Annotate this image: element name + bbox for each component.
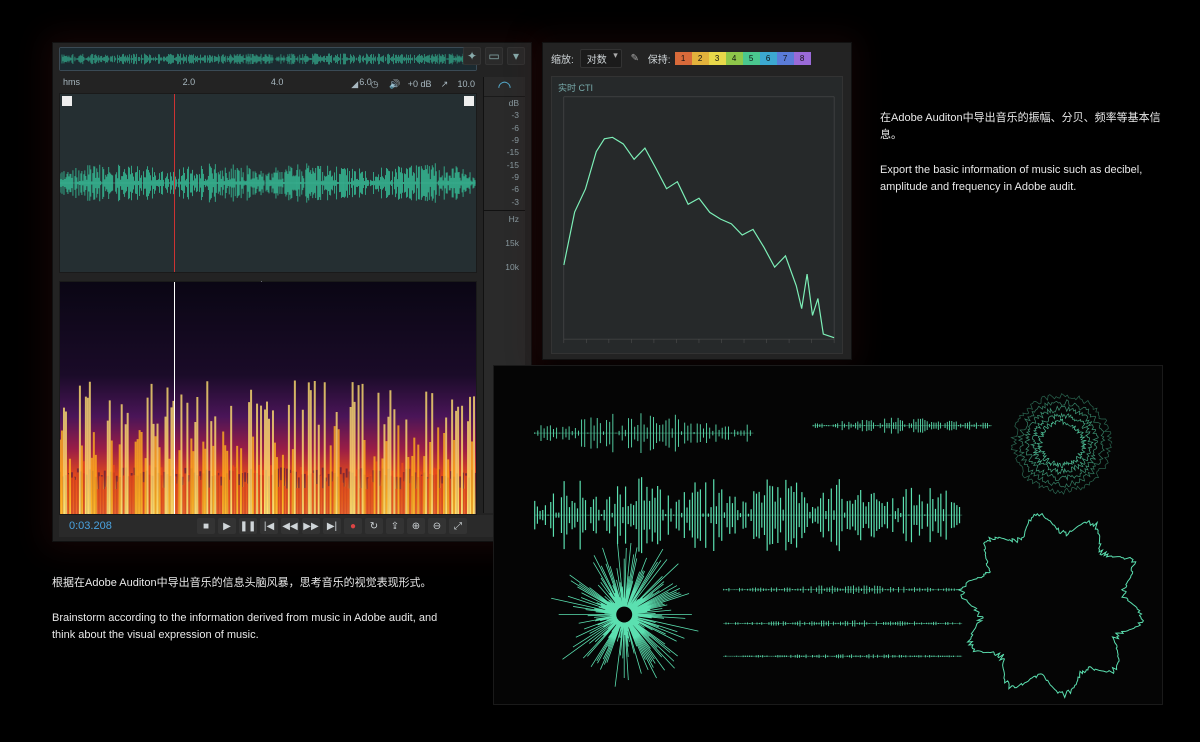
- brainstorm-board: [493, 365, 1163, 705]
- db-label: -6: [484, 122, 525, 134]
- channel-chip[interactable]: 6: [760, 52, 777, 65]
- db-label: -15: [484, 159, 525, 171]
- rewind-button[interactable]: ◀◀: [281, 518, 299, 534]
- db-readout: +0 dB: [408, 79, 432, 89]
- channel-chip[interactable]: 3: [709, 52, 726, 65]
- channel-chip[interactable]: 5: [743, 52, 760, 65]
- freq-svg: [552, 77, 842, 353]
- hz-label: 10k: [484, 261, 525, 273]
- sync-icon[interactable]: ↗: [437, 77, 451, 91]
- scale-label: 缩放:: [551, 51, 574, 66]
- overview-tool-group: ✦ ▭ ▾: [463, 47, 525, 65]
- scale-select[interactable]: 对数: [580, 49, 622, 68]
- audition-window: ✦ ▭ ▾ hms 2.04.06.0 ◢ ◷ 🔊 +0 dB ↗ 10.0 ◠…: [52, 42, 532, 542]
- zoom-readout: 10.0: [457, 79, 475, 89]
- freq-toolbar: 缩放: 对数 ✎ 保持: 12345678: [551, 49, 843, 68]
- channel-chip[interactable]: 2: [692, 52, 709, 65]
- signal-icon[interactable]: ◢: [348, 77, 362, 91]
- meter-strip: ◢ ◷ 🔊 +0 dB ↗ 10.0: [348, 77, 475, 91]
- playhead[interactable]: [174, 94, 175, 272]
- channel-chip[interactable]: 8: [794, 52, 811, 65]
- zoom-out-button[interactable]: ⊖: [428, 518, 446, 534]
- play-button[interactable]: ▶: [218, 518, 236, 534]
- overview-svg: [60, 48, 476, 70]
- channel-chip[interactable]: 7: [777, 52, 794, 65]
- caption-right-en: Export the basic information of music su…: [880, 162, 1170, 196]
- db-label: -9: [484, 134, 525, 146]
- db-label: -3: [484, 109, 525, 121]
- volume-icon[interactable]: 🔊: [388, 77, 402, 91]
- zoom-in-button[interactable]: ⊕: [407, 518, 425, 534]
- corner-marker: [62, 96, 72, 106]
- record-button[interactable]: ●: [344, 518, 362, 534]
- wand-icon[interactable]: ✦: [463, 47, 481, 65]
- waveform-svg: [60, 94, 476, 272]
- skip-start-button[interactable]: |◀: [260, 518, 278, 534]
- wand-icon[interactable]: ✎: [628, 53, 642, 64]
- hz-label: 15k: [484, 237, 525, 249]
- caption-left: 根据在Adobe Auditon中导出音乐的信息头脑风暴，思考音乐的视觉表现形式…: [52, 575, 452, 662]
- forward-button[interactable]: ▶▶: [302, 518, 320, 534]
- playhead[interactable]: [174, 282, 175, 514]
- plot-tag: 实时 CTI: [558, 81, 593, 94]
- hold-label: 保持:: [648, 51, 671, 66]
- transport-bar: 0:03.208 ■▶❚❚|◀◀◀▶▶▶|●↻⇪⊕⊖⤢: [59, 515, 525, 537]
- db-unit: dB: [484, 97, 525, 109]
- clock-icon[interactable]: ◷: [368, 77, 382, 91]
- channel-chip[interactable]: 1: [675, 52, 692, 65]
- board-svg: [494, 366, 1162, 704]
- caption-right: 在Adobe Auditon中导出音乐的振幅、分贝、频率等基本信息。 Expor…: [880, 110, 1170, 214]
- channel-chips: 12345678: [675, 52, 811, 65]
- corner-marker: [464, 96, 474, 106]
- caption-left-en: Brainstorm according to the information …: [52, 610, 452, 644]
- overview-waveform[interactable]: [59, 47, 477, 71]
- caption-left-cn: 根据在Adobe Auditon中导出音乐的信息头脑风暴，思考音乐的视觉表现形式…: [52, 575, 452, 592]
- caption-right-cn: 在Adobe Auditon中导出音乐的振幅、分贝、频率等基本信息。: [880, 110, 1170, 144]
- loop-button[interactable]: ↻: [365, 518, 383, 534]
- db-label: -6: [484, 183, 525, 195]
- stop-button[interactable]: ■: [197, 518, 215, 534]
- headphones-icon[interactable]: ◠: [484, 77, 525, 97]
- chevron-icon[interactable]: ▾: [507, 47, 525, 65]
- spectrogram-svg: [60, 282, 476, 514]
- frequency-panel: 缩放: 对数 ✎ 保持: 12345678 实时 CTI: [542, 42, 852, 360]
- ruler-tick: 2.0: [183, 77, 196, 87]
- pause-button[interactable]: ❚❚: [239, 518, 257, 534]
- waveform-panel[interactable]: [59, 93, 477, 273]
- ruler-unit: hms: [59, 77, 109, 91]
- db-label: -15: [484, 146, 525, 158]
- spectrogram-panel[interactable]: hms: [59, 281, 477, 515]
- channel-chip[interactable]: 4: [726, 52, 743, 65]
- ruler-tick: 4.0: [271, 77, 284, 87]
- share-button[interactable]: ⇪: [386, 518, 404, 534]
- db-label: -3: [484, 196, 525, 208]
- zoom-fit-button[interactable]: ⤢: [449, 518, 467, 534]
- db-label: -9: [484, 171, 525, 183]
- square-icon[interactable]: ▭: [485, 47, 503, 65]
- timecode: 0:03.208: [63, 520, 143, 532]
- frequency-plot[interactable]: 实时 CTI: [551, 76, 843, 354]
- hz-unit: Hz: [484, 213, 525, 225]
- skip-end-button[interactable]: ▶|: [323, 518, 341, 534]
